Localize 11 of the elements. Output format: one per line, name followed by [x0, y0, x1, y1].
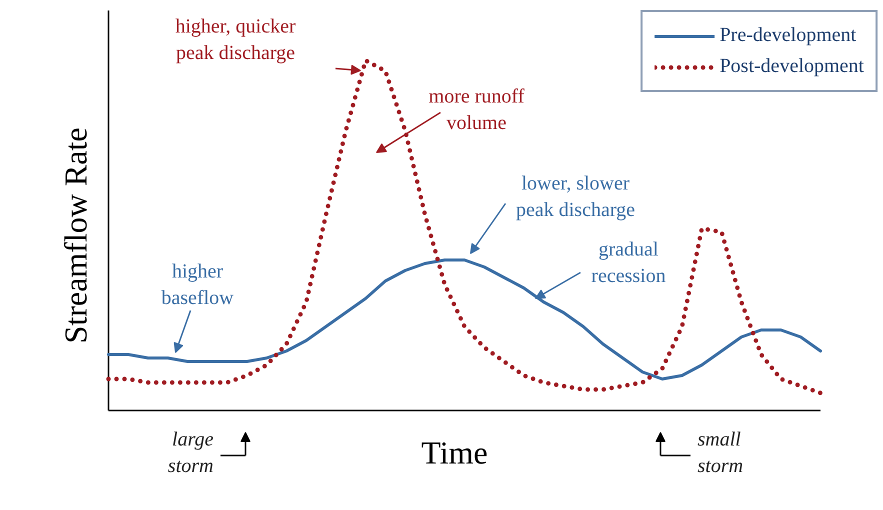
- legend-label: Pre-development: [720, 24, 856, 47]
- y-axis-title: Streamflow Rate: [58, 128, 94, 344]
- annotation: gradual recession: [591, 238, 666, 287]
- text: small storm: [698, 428, 744, 477]
- text: large storm: [168, 428, 214, 477]
- annotation: higher baseflow: [161, 260, 234, 309]
- x-axis-title: Time: [421, 434, 488, 470]
- annotation: lower, slower peak discharge: [516, 172, 636, 221]
- annotation: higher, quicker peak discharge: [175, 16, 296, 64]
- annotation: more runoff volume: [428, 86, 525, 134]
- legend-label: Post-development: [720, 55, 864, 78]
